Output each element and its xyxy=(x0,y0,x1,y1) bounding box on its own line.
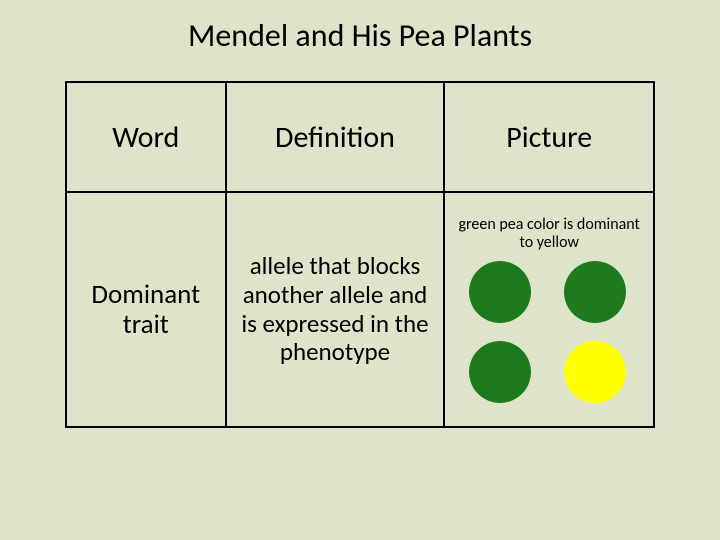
pea-grid xyxy=(469,261,629,403)
table-row: Dominant trait allele that blocks anothe… xyxy=(66,192,654,427)
col-header-picture: Picture xyxy=(444,82,654,192)
col-header-word: Word xyxy=(66,82,226,192)
cell-picture: green pea color is dominant to yellow xyxy=(444,192,654,427)
picture-caption: green pea color is dominant to yellow xyxy=(455,216,643,251)
pea-circle xyxy=(564,261,626,323)
pea-circle xyxy=(469,261,531,323)
col-header-definition: Definition xyxy=(226,82,445,192)
cell-word: Dominant trait xyxy=(66,192,226,427)
pea-circle xyxy=(469,341,531,403)
cell-definition: allele that blocks another allele and is… xyxy=(226,192,445,427)
pea-circle xyxy=(564,341,626,403)
page-title: Mendel and His Pea Plants xyxy=(0,0,720,81)
table-header-row: Word Definition Picture xyxy=(66,82,654,192)
vocab-table: Word Definition Picture Dominant trait a… xyxy=(65,81,655,428)
